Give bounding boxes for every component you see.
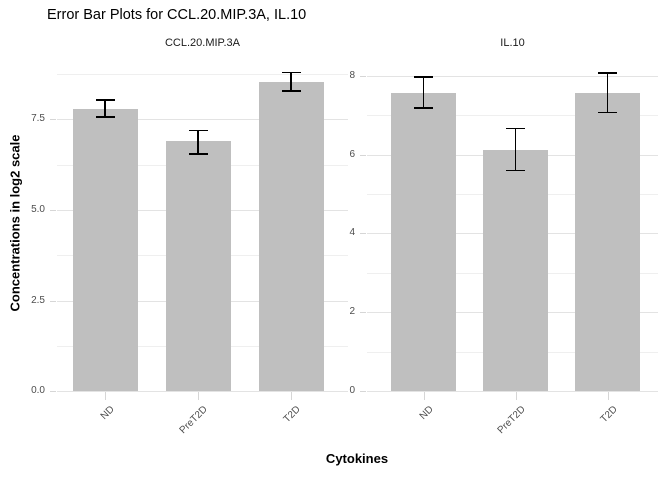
error-bar-cap-top (506, 127, 525, 130)
error-bar-line (514, 128, 517, 171)
panel-CCL.20.MIP.3A: 0.0 2.5 5.0 7.5 ND PreT2D T2D (31, 56, 348, 436)
bar-T2D (575, 92, 640, 391)
y-axis-tick (360, 391, 366, 392)
y-axis-tick (360, 233, 366, 235)
error-bar-cap-bottom (414, 107, 433, 109)
gridline-minor (57, 74, 348, 76)
x-tick-label: ND (98, 404, 117, 422)
y-axis-tick (360, 312, 366, 314)
x-axis-tick (515, 392, 517, 400)
gridline-major (57, 391, 348, 392)
error-bar-cap-bottom (598, 111, 617, 114)
y-axis-tick (50, 119, 56, 121)
x-tick-label: ND (417, 404, 436, 422)
x-tick-label: T2D (281, 404, 303, 426)
y-tick-label: 8 (349, 69, 355, 81)
facet-strip-label: IL.10 (500, 37, 525, 49)
y-tick-label: 2 (349, 306, 355, 318)
error-bar-line (290, 72, 292, 92)
bar-T2D (258, 82, 324, 391)
panel-IL.10: 0 2 4 6 8 ND PreT2D T2D (349, 56, 658, 436)
y-tick-label: 6 (349, 148, 355, 160)
error-bar-line (606, 72, 609, 113)
y-axis-tick (360, 154, 366, 156)
bar-ND (391, 93, 456, 391)
error-bar-cap-top (188, 129, 208, 132)
gridline-major (367, 75, 658, 77)
y-tick-label: 7.5 (31, 113, 45, 125)
error-bar-cap-top (414, 76, 433, 78)
error-bar-cap-bottom (95, 116, 115, 118)
x-axis-tick (198, 392, 199, 400)
error-bar-cap-bottom (506, 169, 525, 172)
y-axis-tick (360, 75, 366, 77)
x-axis-tick (423, 392, 425, 400)
y-tick-label: 5.0 (31, 203, 45, 215)
x-axis-tick (291, 392, 292, 400)
x-axis-title: Cytokines (325, 451, 389, 466)
gridline-major (367, 391, 658, 392)
error-bar-cap-top (95, 99, 115, 101)
error-bar-line (197, 130, 199, 154)
y-tick-label: 0 (349, 385, 355, 396)
x-tick-label: PreT2D (495, 404, 528, 437)
error-bar-cap-bottom (281, 90, 301, 92)
x-tick-label: PreT2D (177, 404, 210, 437)
facet-strip-label: CCL.20.MIP.3A (164, 37, 240, 49)
y-axis-tick (50, 300, 56, 302)
y-axis-tick (50, 391, 56, 392)
error-bar-line (422, 76, 425, 108)
error-bar-line (104, 100, 106, 117)
bar-PreT2D (165, 141, 231, 391)
y-tick-label: 0.0 (31, 385, 45, 396)
error-bar-cap-top (598, 72, 617, 74)
bar-ND (72, 108, 138, 391)
bar-PreT2D (483, 149, 548, 391)
x-axis-tick (105, 392, 106, 400)
x-axis-tick (607, 392, 609, 400)
y-tick-label: 4 (349, 227, 355, 239)
y-axis-tick (50, 209, 56, 211)
error-bar-cap-bottom (188, 153, 208, 155)
y-tick-label: 2.5 (31, 294, 45, 306)
gridline-minor (367, 115, 658, 117)
error-bar-cap-top (281, 71, 301, 74)
gridline-major (57, 119, 348, 121)
plot-title: Error Bar Plots for CCL.20.MIP.3A, IL.10 (47, 7, 307, 23)
x-tick-label: T2D (598, 404, 620, 426)
